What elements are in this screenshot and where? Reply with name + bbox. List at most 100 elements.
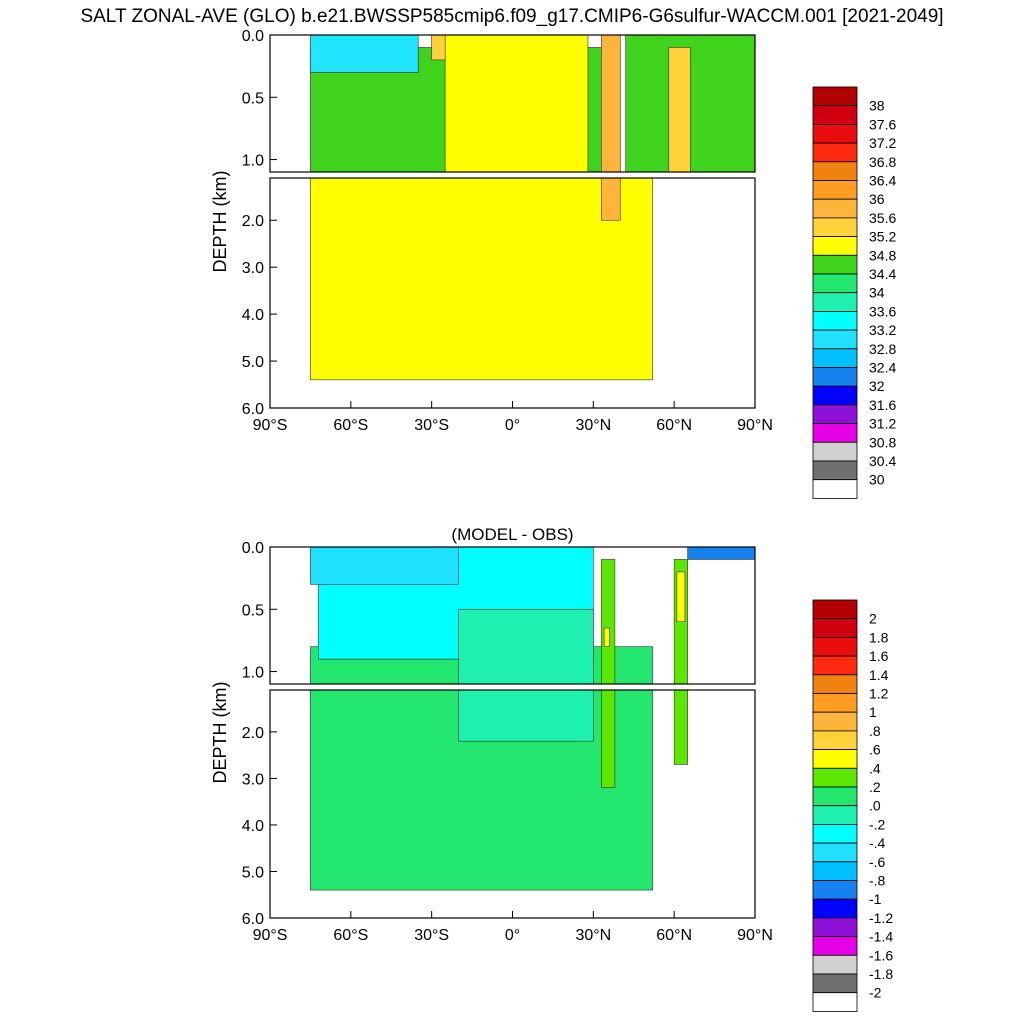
y-tick-label: 0.5 — [242, 602, 264, 619]
y-axis: 0.0 0.5 1.0 2.0 3.0 4.0 5.0 6.0 — [242, 28, 277, 418]
colorbar-swatch — [812, 385, 858, 406]
colorbar-swatch — [812, 124, 858, 144]
colorbar-swatch — [812, 992, 858, 1012]
colorbar-swatch — [812, 749, 858, 769]
colorbar-swatch — [812, 310, 858, 331]
colorbar-swatch — [812, 254, 858, 275]
colorbar-swatch — [812, 180, 858, 200]
colorbar-label: 36 — [869, 191, 885, 207]
colorbar-swatch — [812, 142, 858, 163]
colorbar-label: 30 — [869, 472, 885, 488]
colorbar-swatch — [812, 954, 858, 975]
y-tick-label: 0.0 — [242, 540, 264, 557]
colorbar-label: 2 — [869, 611, 877, 627]
colorbar-swatch — [812, 404, 858, 424]
colorbar-label: 38 — [869, 98, 885, 114]
y-tick-label: 1.0 — [242, 153, 264, 170]
colorbar-swatch — [812, 973, 858, 994]
field-region-7 — [668, 47, 691, 172]
colorbar-swatch — [812, 292, 858, 312]
colorbar-label: .8 — [869, 723, 881, 739]
colorbar-swatch — [812, 936, 858, 956]
colorbar-label: 1.4 — [869, 667, 889, 683]
colorbar-label: .4 — [869, 760, 881, 776]
x-tick-label: 0° — [505, 927, 520, 944]
colorbar: 21.81.61.41.21.8.6.4.2.0-.2-.4-.6-.8-1-1… — [812, 599, 893, 1012]
x-tick-label: 60°S — [333, 927, 368, 944]
page-title: SALT ZONAL-AVE (GLO) b.e21.BWSSP585cmip6… — [80, 6, 944, 27]
colorbar-label: 32 — [869, 378, 885, 394]
colorbar-swatch — [812, 236, 858, 256]
colorbar-swatch — [812, 441, 858, 462]
colorbar-label: 1.6 — [869, 648, 889, 664]
colorbar-swatch — [812, 273, 858, 294]
colorbar-label: .0 — [869, 798, 881, 814]
y-axis-label: DEPTH (km) — [210, 171, 230, 273]
colorbar-swatch — [812, 693, 858, 713]
field-region-5 — [601, 178, 621, 221]
colorbar-swatch — [812, 86, 858, 107]
y-tick-label: 6.0 — [242, 401, 264, 418]
colorbar: 38 37.6 37.2 36.8 36.4 36 35.6 35.2 34.8 34.4 34 33… — [812, 86, 896, 499]
field-region-5 — [601, 35, 621, 172]
field-region-5 — [603, 627, 610, 647]
colorbar-swatch — [812, 805, 858, 825]
colorbar-swatch — [812, 730, 858, 751]
field-region-8 — [687, 547, 755, 560]
plot-frame-upper — [269, 34, 756, 173]
colorbar-label: 31.2 — [869, 416, 896, 432]
x-tick-label: 60°S — [333, 417, 368, 434]
x-tick-label: 90°N — [737, 417, 773, 434]
colorbar-label: 32.4 — [869, 360, 896, 376]
colorbar-swatch — [812, 674, 858, 694]
y-tick-label: 5.0 — [242, 354, 264, 371]
y-tick-label: 3.0 — [242, 771, 264, 788]
field-region-6 — [673, 690, 688, 765]
y-tick-label: 3.0 — [242, 260, 264, 277]
colorbar-swatch — [812, 460, 858, 481]
y-tick-label: 2.0 — [242, 725, 264, 742]
colorbar-label: -1 — [869, 891, 882, 907]
colorbar-swatch — [812, 786, 858, 807]
y-axis-label: DEPTH (km) — [210, 682, 230, 784]
x-axis: 90°S 60°S 30°S 0° 30°N 60°N 90°N — [253, 401, 773, 434]
colorbar-label: 31.6 — [869, 397, 896, 413]
chart-panel-1: 0.0 0.5 1.0 2.0 3.0 4.0 5.0 6.0 DEPTH (km) 90°S 60… — [210, 28, 896, 499]
colorbar-label: 34.8 — [869, 247, 896, 263]
colorbar-label: 32.8 — [869, 341, 896, 357]
x-tick-label: 30°N — [575, 417, 611, 434]
x-tick-label: 90°S — [253, 417, 288, 434]
colorbar-swatch — [812, 880, 858, 900]
colorbar-swatch — [812, 198, 858, 219]
field-region-4 — [601, 559, 616, 684]
colorbar-label: 33.2 — [869, 322, 896, 338]
y-tick-label: 0.5 — [242, 90, 264, 107]
colorbar-label: -2 — [869, 985, 882, 1001]
colorbar-swatch — [812, 637, 858, 657]
colorbar-label: 37.6 — [869, 116, 896, 132]
field-region-2 — [310, 35, 419, 73]
x-tick-label: 60°N — [656, 927, 692, 944]
colorbar-swatch — [812, 655, 858, 676]
colorbar-label: 34 — [869, 285, 885, 301]
y-tick-label: 2.0 — [242, 213, 264, 230]
y-tick-label: 1.0 — [242, 665, 264, 682]
y-tick-label: 4.0 — [242, 818, 264, 835]
x-tick-label: 90°N — [737, 927, 773, 944]
colorbar-swatch — [812, 618, 858, 638]
colorbar-label: -1.2 — [869, 910, 893, 926]
field-region-4 — [444, 35, 589, 172]
colorbar-label: 35.6 — [869, 210, 896, 226]
x-tick-label: 30°S — [414, 417, 449, 434]
colorbar-swatch — [812, 824, 858, 844]
colorbar-swatch — [812, 842, 858, 863]
colorbar-swatch — [812, 479, 858, 499]
y-tick-label: 0.0 — [242, 28, 264, 45]
x-tick-label: 30°S — [414, 927, 449, 944]
field-region-0 — [310, 178, 653, 381]
y-tick-label: 5.0 — [242, 864, 264, 881]
colorbar-label: 1.2 — [869, 686, 889, 702]
colorbar-label: 35.2 — [869, 229, 896, 245]
colorbar-label: 36.8 — [869, 154, 896, 170]
